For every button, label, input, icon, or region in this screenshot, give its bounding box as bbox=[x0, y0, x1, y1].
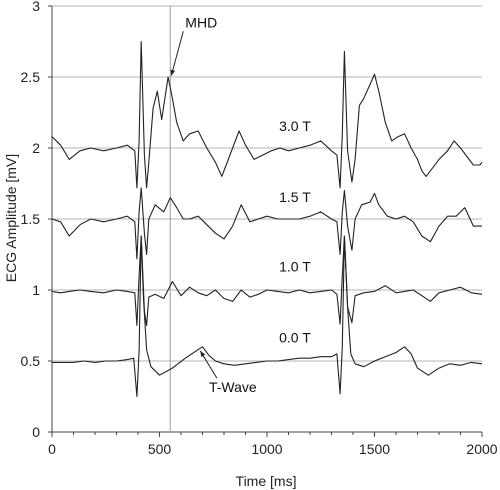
series-line bbox=[52, 235, 483, 398]
y-tick-label: 2 bbox=[32, 140, 40, 156]
x-tick-label: 500 bbox=[148, 441, 172, 457]
series-line bbox=[51, 40, 483, 189]
x-axis-title: Time [ms] bbox=[236, 473, 297, 489]
x-tick-label: 1000 bbox=[251, 441, 282, 457]
y-tick-label: 1.5 bbox=[21, 211, 41, 227]
x-tick-label: 1500 bbox=[359, 441, 390, 457]
y-tick-label: 0.5 bbox=[21, 353, 41, 369]
annotation-arrowhead bbox=[200, 351, 206, 357]
y-tick-label: 1 bbox=[32, 282, 40, 298]
tick-labels: 0 0.5 1 1.5 2 2.5 3 0 500 1000 1500 2000 bbox=[21, 0, 498, 457]
y-tick-label: 3 bbox=[32, 0, 40, 14]
series-lines bbox=[51, 40, 483, 398]
annotation-leader bbox=[170, 31, 184, 76]
series-label: 3.0 T bbox=[279, 118, 311, 134]
series-line bbox=[51, 187, 482, 260]
series-labels: 3.0 T 1.5 T 1.0 T 0.0 T bbox=[279, 118, 311, 346]
series-label: 0.0 T bbox=[279, 330, 311, 346]
x-tick-label: 2000 bbox=[466, 441, 497, 457]
y-tick-label: 2.5 bbox=[21, 69, 41, 85]
annotation-label: MHD bbox=[185, 14, 217, 30]
x-tick-label: 0 bbox=[48, 441, 56, 457]
series-label: 1.5 T bbox=[279, 189, 311, 205]
axes bbox=[48, 5, 483, 437]
series-line bbox=[51, 235, 483, 327]
annotations: MHD T-Wave bbox=[170, 14, 257, 395]
y-tick-label: 0 bbox=[32, 424, 40, 440]
annotation-arrowhead bbox=[170, 69, 176, 76]
y-axis-title: ECG Amplitude [mV] bbox=[3, 154, 19, 282]
series-label: 1.0 T bbox=[279, 259, 311, 275]
annotation-label: T-Wave bbox=[209, 379, 257, 395]
